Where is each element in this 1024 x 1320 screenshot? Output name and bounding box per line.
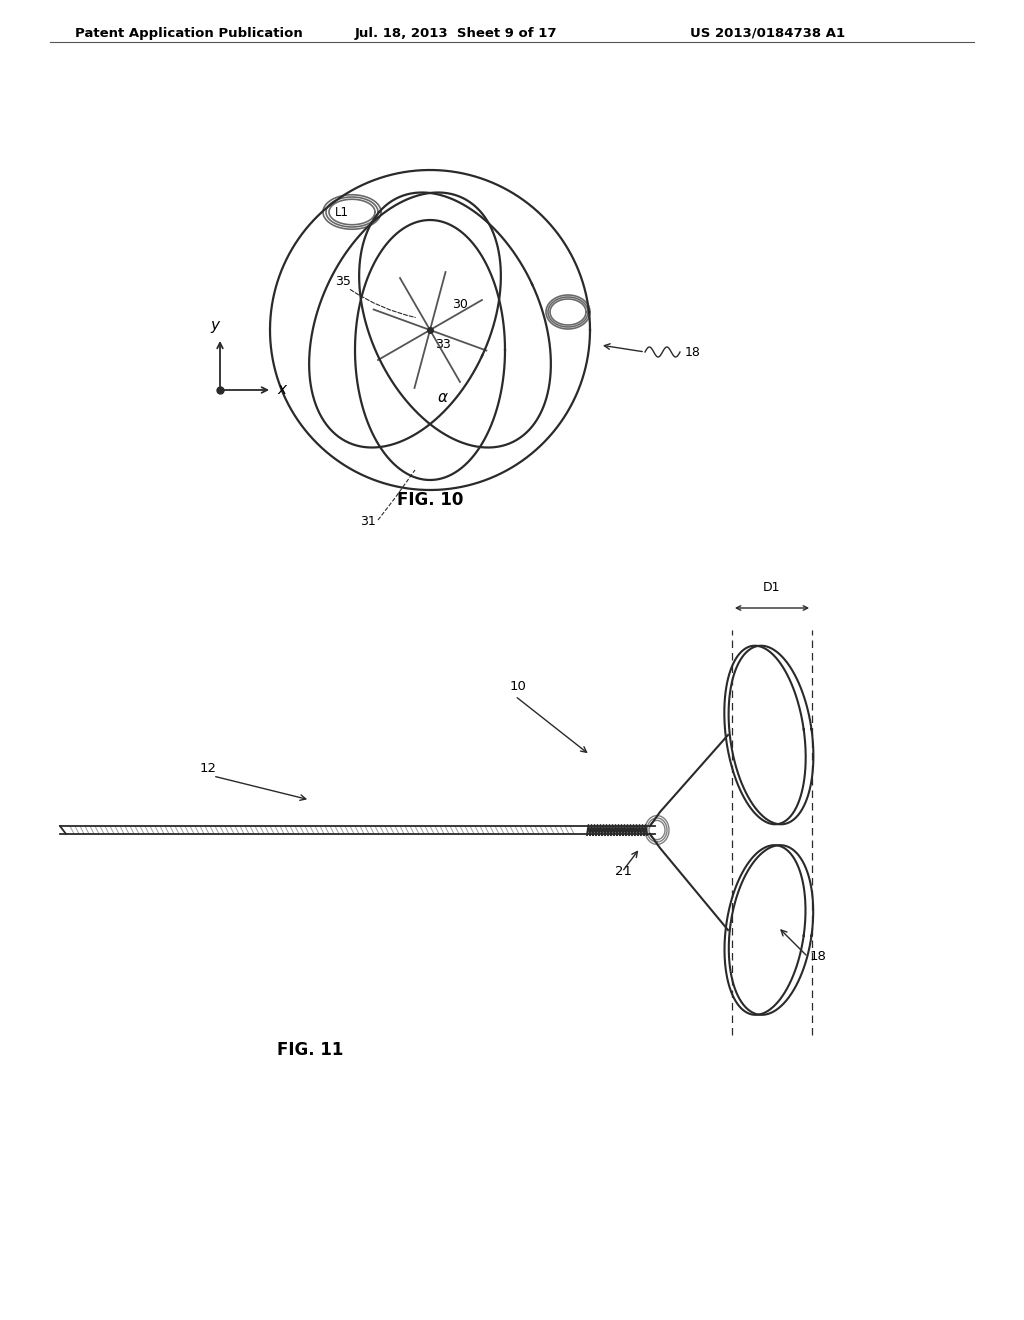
Text: x: x	[278, 383, 286, 397]
Text: α: α	[438, 389, 449, 405]
Text: FIG. 10: FIG. 10	[397, 491, 463, 510]
Text: 30: 30	[452, 298, 468, 312]
Text: FIG. 11: FIG. 11	[276, 1041, 343, 1059]
Text: 31: 31	[360, 515, 376, 528]
Text: Patent Application Publication: Patent Application Publication	[75, 26, 303, 40]
Text: 18: 18	[685, 346, 700, 359]
Text: US 2013/0184738 A1: US 2013/0184738 A1	[690, 26, 845, 40]
Text: 33: 33	[435, 338, 451, 351]
Text: y: y	[211, 318, 219, 333]
Text: 18: 18	[810, 950, 826, 964]
Text: D1: D1	[763, 581, 780, 594]
Text: 10: 10	[510, 680, 527, 693]
Text: 12: 12	[200, 762, 217, 775]
Text: 35: 35	[335, 275, 351, 288]
Text: L1: L1	[335, 206, 349, 219]
Text: 21: 21	[615, 865, 632, 878]
Text: Jul. 18, 2013  Sheet 9 of 17: Jul. 18, 2013 Sheet 9 of 17	[355, 26, 557, 40]
